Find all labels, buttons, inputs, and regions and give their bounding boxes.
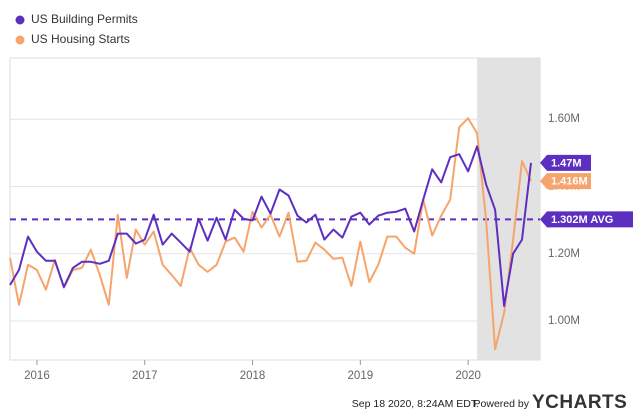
y-tick-label: 1.20M xyxy=(548,248,580,260)
value-tag xyxy=(540,154,591,171)
y-tick-label: 1.00M xyxy=(548,315,580,327)
legend-label: US Building Permits xyxy=(31,12,138,26)
footer-powered: Powered by xyxy=(474,398,530,410)
value-tag-label: 1.416M xyxy=(551,175,588,187)
legend-swatch xyxy=(15,35,25,45)
recession-shading xyxy=(477,58,540,360)
footer-brand: YCHARTS xyxy=(532,392,627,413)
value-tag xyxy=(540,211,633,228)
value-tag-label: 1.302M AVG xyxy=(551,214,613,226)
series-line xyxy=(9,145,532,307)
y-tick-label: 1.60M xyxy=(548,113,580,125)
x-tick-label: 2016 xyxy=(24,370,50,382)
value-tag xyxy=(540,173,591,190)
legend-swatch xyxy=(15,15,25,25)
x-tick-label: 2017 xyxy=(132,370,158,382)
series-line xyxy=(9,117,532,351)
legend-label: US Housing Starts xyxy=(31,32,130,46)
x-tick-label: 2020 xyxy=(455,370,481,382)
footer-timestamp: Sep 18 2020, 8:24AM EDT. xyxy=(352,398,479,410)
x-tick-label: 2018 xyxy=(240,370,266,382)
value-tag-label: 1.47M xyxy=(551,157,582,169)
plot-frame xyxy=(9,57,541,361)
x-tick-label: 2019 xyxy=(348,370,374,382)
